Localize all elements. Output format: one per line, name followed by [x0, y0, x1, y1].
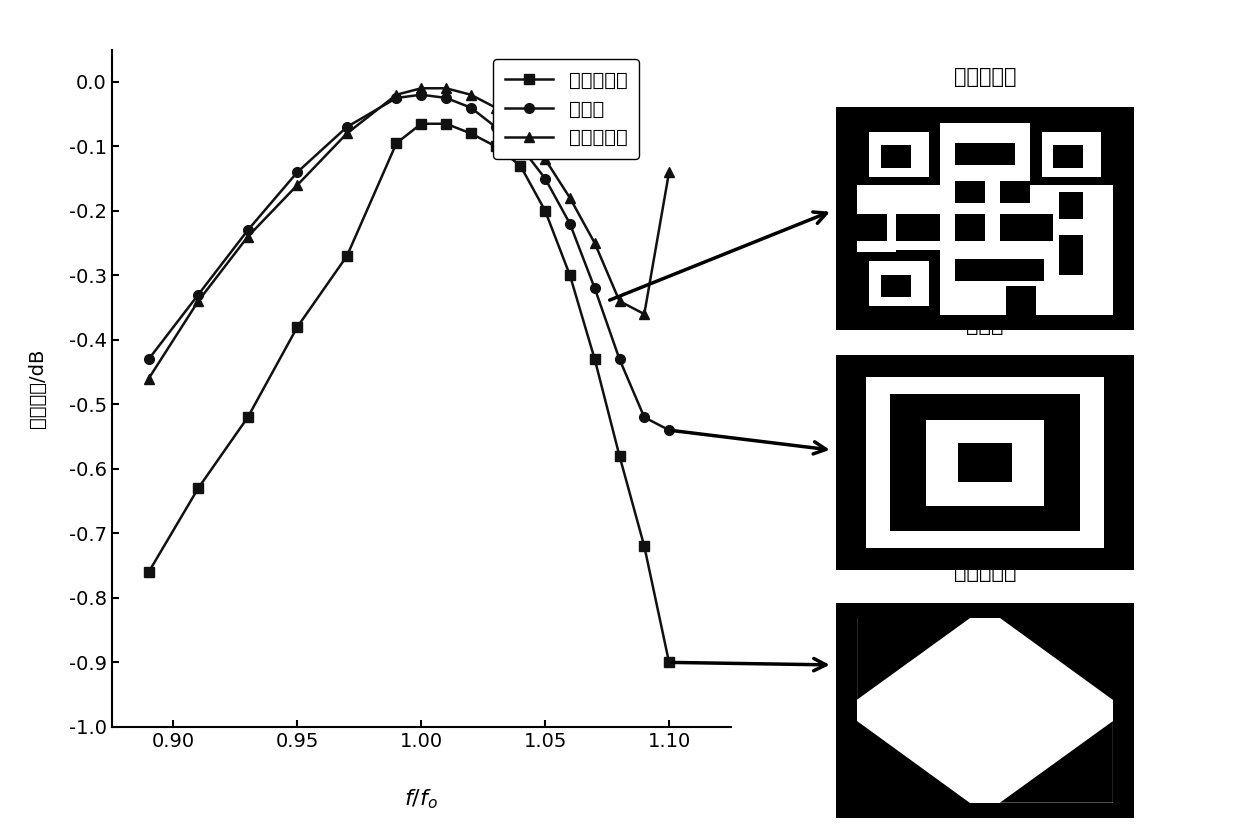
传统偶极子 — [240, 412, 255, 422]
传统偶极子 — [563, 270, 577, 280]
Bar — [869, 261, 928, 306]
传统偶极子 — [463, 129, 478, 139]
双方环 — [339, 122, 354, 132]
Bar — [1006, 286, 1036, 315]
双方环 — [240, 225, 255, 235]
提出的单元 — [563, 193, 577, 203]
Bar — [881, 145, 911, 168]
Bar — [857, 123, 940, 185]
提出的单元 — [637, 309, 652, 319]
Bar — [1053, 145, 1083, 168]
Bar — [866, 377, 1104, 548]
Bar — [1059, 192, 1083, 219]
Bar — [1030, 123, 1113, 185]
Text: 传统偶极子: 传统偶极子 — [954, 563, 1016, 582]
提出的单元 — [587, 238, 602, 248]
双方环 — [463, 102, 478, 112]
Polygon shape — [857, 618, 970, 700]
Text: 提出的单元: 提出的单元 — [954, 67, 1016, 87]
提出的单元 — [662, 167, 676, 177]
提出的单元 — [513, 122, 528, 132]
双方环 — [389, 93, 404, 103]
传统偶极子 — [662, 657, 676, 667]
提出的单元 — [339, 129, 354, 139]
Bar — [1000, 215, 1053, 241]
Polygon shape — [1000, 721, 1113, 803]
双方环 — [513, 141, 528, 151]
Bar — [926, 420, 1044, 506]
传统偶极子 — [339, 251, 354, 261]
Line: 传统偶极子: 传统偶极子 — [144, 119, 674, 667]
传统偶极子 — [389, 138, 404, 148]
Bar — [955, 143, 1015, 165]
双方环 — [637, 412, 652, 422]
传统偶极子 — [637, 541, 652, 551]
提出的单元 — [240, 231, 255, 241]
提出的单元 — [612, 297, 627, 306]
Bar — [955, 181, 985, 203]
Bar — [857, 252, 940, 315]
提出的单元 — [141, 373, 156, 383]
Polygon shape — [1000, 618, 1113, 700]
Bar — [955, 259, 1044, 282]
提出的单元 — [191, 297, 206, 306]
传统偶极子 — [513, 161, 528, 171]
提出的单元 — [488, 102, 503, 112]
Bar — [896, 250, 940, 268]
双方环 — [563, 219, 577, 229]
双方环 — [538, 173, 553, 183]
双方环 — [141, 354, 156, 364]
Bar — [890, 394, 1080, 531]
提出的单元 — [414, 83, 429, 93]
传统偶极子 — [141, 567, 156, 577]
传统偶极子 — [488, 141, 503, 151]
Bar — [857, 618, 1113, 803]
提出的单元 — [389, 90, 404, 100]
Bar — [896, 215, 940, 241]
传统偶极子 — [191, 483, 206, 493]
提出的单元 — [538, 154, 553, 164]
Text: 传输系数/dB: 传输系数/dB — [27, 349, 47, 428]
双方环 — [488, 122, 503, 132]
传统偶极子 — [414, 119, 429, 129]
传统偶极子 — [587, 354, 602, 364]
Line: 提出的单元: 提出的单元 — [144, 83, 674, 383]
Bar — [1000, 181, 1030, 203]
提出的单元 — [439, 83, 453, 93]
Bar — [1059, 235, 1083, 274]
双方环 — [439, 93, 453, 103]
Bar — [1042, 132, 1101, 177]
双方环 — [191, 290, 206, 300]
提出的单元 — [463, 90, 478, 100]
Line: 双方环: 双方环 — [144, 90, 674, 435]
Bar — [869, 132, 928, 177]
Polygon shape — [857, 721, 970, 803]
双方环 — [587, 283, 602, 293]
Legend: 传统偶极子, 双方环, 提出的单元: 传统偶极子, 双方环, 提出的单元 — [493, 59, 639, 159]
提出的单元 — [290, 180, 305, 190]
Text: 双方环: 双方环 — [966, 315, 1004, 335]
传统偶极子 — [538, 206, 553, 216]
Bar — [881, 274, 911, 297]
双方环 — [662, 425, 676, 435]
传统偶极子 — [612, 451, 627, 461]
双方环 — [290, 167, 305, 177]
Bar — [857, 123, 1113, 315]
传统偶极子 — [290, 322, 305, 332]
Bar — [958, 444, 1012, 482]
Text: $f/f_o$: $f/f_o$ — [404, 788, 439, 811]
Bar — [857, 215, 887, 241]
双方环 — [612, 354, 627, 364]
传统偶极子 — [439, 119, 453, 129]
双方环 — [414, 90, 429, 100]
Bar — [955, 215, 985, 241]
